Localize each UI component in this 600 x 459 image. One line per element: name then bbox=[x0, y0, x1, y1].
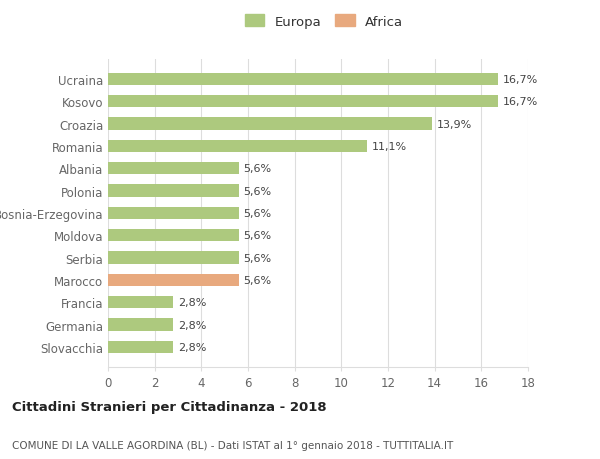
Text: 2,8%: 2,8% bbox=[178, 320, 206, 330]
Text: 2,8%: 2,8% bbox=[178, 297, 206, 308]
Bar bbox=[108, 163, 239, 175]
Text: 5,6%: 5,6% bbox=[244, 164, 271, 174]
Text: 2,8%: 2,8% bbox=[178, 342, 206, 352]
Text: Cittadini Stranieri per Cittadinanza - 2018: Cittadini Stranieri per Cittadinanza - 2… bbox=[12, 400, 326, 413]
Text: 16,7%: 16,7% bbox=[502, 75, 538, 85]
Bar bbox=[108, 207, 239, 219]
Bar bbox=[108, 274, 239, 286]
Text: 5,6%: 5,6% bbox=[244, 253, 271, 263]
Text: 16,7%: 16,7% bbox=[502, 97, 538, 107]
Bar bbox=[108, 140, 367, 153]
Legend: Europa, Africa: Europa, Africa bbox=[241, 11, 407, 33]
Text: 5,6%: 5,6% bbox=[244, 208, 271, 218]
Text: 5,6%: 5,6% bbox=[244, 186, 271, 196]
Bar bbox=[108, 230, 239, 242]
Text: 11,1%: 11,1% bbox=[371, 142, 407, 151]
Bar bbox=[108, 96, 497, 108]
Bar bbox=[108, 118, 433, 130]
Text: 5,6%: 5,6% bbox=[244, 231, 271, 241]
Bar bbox=[108, 73, 497, 86]
Bar bbox=[108, 185, 239, 197]
Bar bbox=[108, 297, 173, 308]
Text: COMUNE DI LA VALLE AGORDINA (BL) - Dati ISTAT al 1° gennaio 2018 - TUTTITALIA.IT: COMUNE DI LA VALLE AGORDINA (BL) - Dati … bbox=[12, 440, 453, 450]
Bar bbox=[108, 319, 173, 331]
Bar bbox=[108, 341, 173, 353]
Text: 13,9%: 13,9% bbox=[437, 119, 472, 129]
Text: 5,6%: 5,6% bbox=[244, 275, 271, 285]
Bar bbox=[108, 252, 239, 264]
